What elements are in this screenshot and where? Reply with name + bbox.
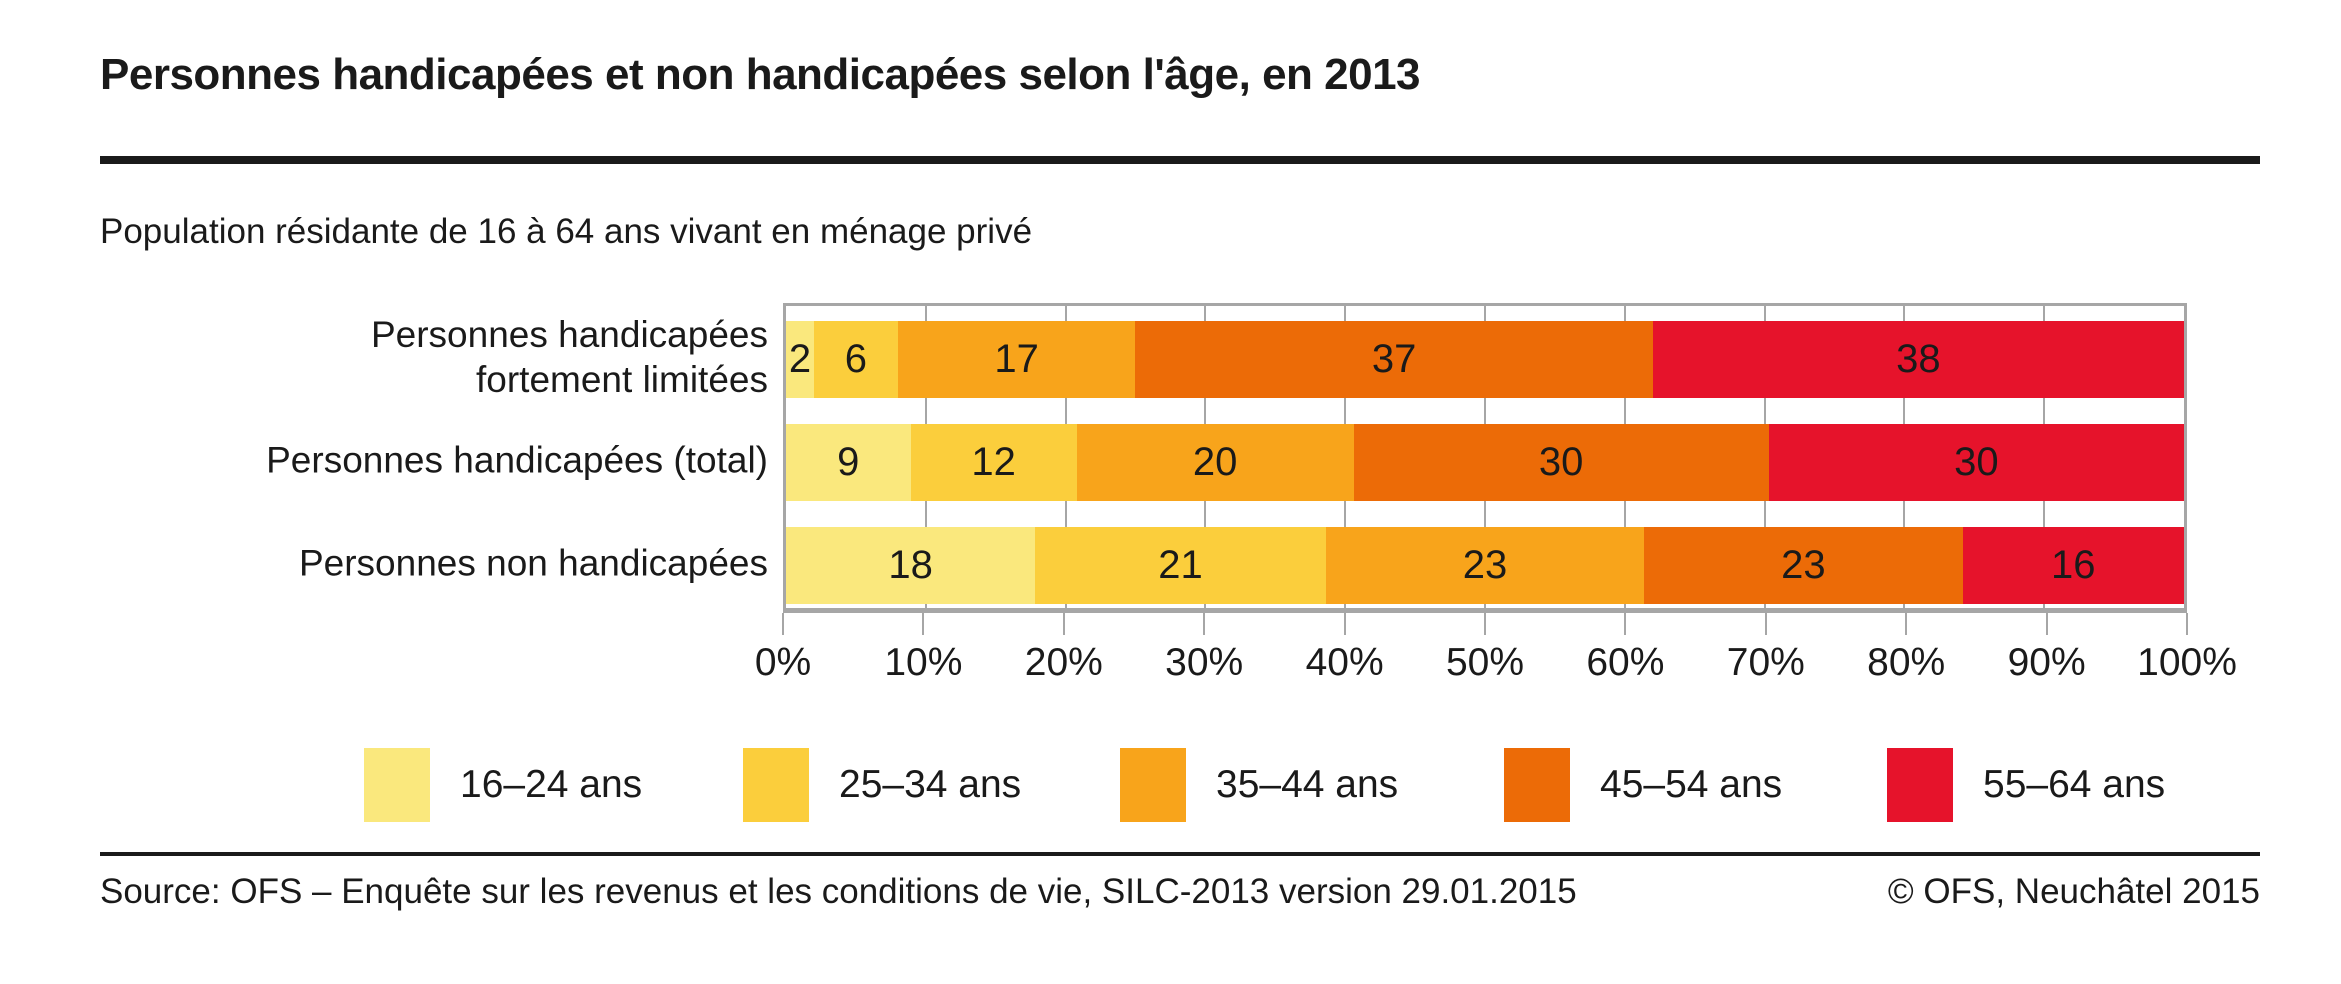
legend-label: 35–44 ans [1216, 763, 1399, 806]
bar-segment: 20 [1076, 424, 1354, 501]
bar-segment: 30 [1768, 424, 2184, 501]
x-axis-label: 90% [2007, 641, 2086, 684]
bar-segment: 30 [1353, 424, 1769, 501]
page-title: Personnes handicapées et non handicapées… [100, 50, 1421, 99]
copyright-note: © OFS, Neuchâtel 2015 [1887, 872, 2260, 911]
x-axis-label: 50% [1445, 641, 1525, 684]
segment-value-label: 2 [788, 337, 812, 381]
segment-value-label: 30 [1954, 440, 1999, 484]
x-axis-label: 100% [2137, 641, 2237, 684]
axis-tick [782, 613, 784, 635]
axis-tick [1764, 613, 1767, 635]
bar-segment: 6 [813, 321, 898, 398]
segment-value-label: 21 [1158, 543, 1203, 587]
bar-segment: 17 [897, 321, 1136, 398]
bar-row: 2 6 17 37 38 [786, 321, 2184, 398]
legend-color-swatch [364, 748, 430, 822]
x-axis-label: 40% [1305, 641, 1384, 684]
segment-value-label: 16 [2051, 543, 2096, 587]
bar-row: 18 21 23 23 16 [786, 527, 2185, 604]
segment-value-label: 20 [1192, 440, 1238, 484]
bar-segment: 23 [1325, 527, 1645, 604]
segment-value-label: 6 [844, 337, 868, 381]
segment-value-label: 17 [994, 337, 1039, 381]
legend-color-swatch [1504, 748, 1570, 822]
legend-label: 55–64 ans [1983, 763, 2166, 806]
axis-tick [1343, 613, 1346, 635]
segment-value-label: 30 [1538, 440, 1584, 484]
segment-value-label: 12 [971, 440, 1016, 484]
legend-item: 16–24 ans [364, 748, 642, 822]
segment-value-label: 23 [1462, 543, 1508, 587]
axis-tick [1484, 613, 1486, 635]
plot-area: 2 6 17 37 38 9 12 20 30 30 18 21 23 23 16 [783, 303, 2187, 613]
legend-label: 16–24 ans [460, 763, 643, 806]
x-axis-label: 20% [1024, 641, 1103, 684]
bar-segment: 38 [1652, 321, 2184, 398]
category-label: Personnes handicapées fortement limitées [370, 313, 768, 400]
legend-color-swatch [743, 748, 809, 822]
bar-segment: 9 [786, 424, 911, 501]
title-divider [100, 156, 2260, 164]
bar-segment: 37 [1135, 321, 1653, 398]
legend-item: 55–64 ans [1887, 748, 2165, 822]
source-note: Source: OFS – Enquête sur les revenus et… [100, 872, 1577, 911]
bar-segment: 2 [786, 321, 814, 398]
legend-color-swatch [1120, 748, 1186, 822]
x-axis-label: 80% [1867, 641, 1946, 684]
legend-color-swatch [1887, 748, 1953, 822]
axis-tick [2045, 613, 2048, 635]
x-axis-label: 60% [1586, 641, 1665, 684]
bar-row: 9 12 20 30 30 [786, 424, 2184, 501]
axis-tick [922, 613, 925, 635]
x-axis-label: 70% [1726, 641, 1805, 684]
segment-value-label: 23 [1781, 543, 1826, 587]
category-label: Personnes non handicapées [298, 542, 768, 583]
bar-segment: 21 [1035, 527, 1326, 604]
footer-divider [100, 852, 2260, 856]
x-axis-label: 10% [884, 641, 963, 684]
bar-segment: 23 [1644, 527, 1963, 604]
axis-tick [1062, 613, 1065, 635]
axis-tick [1905, 613, 1908, 635]
bar-segment: 18 [786, 527, 1036, 604]
bar-segment: 12 [910, 424, 1077, 501]
legend-label: 45–54 ans [1600, 763, 1783, 806]
bar-segment: 16 [1962, 527, 2185, 604]
legend-item: 45–54 ans [1504, 748, 1782, 822]
legend-label: 25–34 ans [839, 763, 1022, 806]
axis-tick [1203, 613, 1206, 635]
axis-tick [1624, 613, 1627, 635]
segment-value-label: 18 [888, 543, 933, 587]
category-label: Personnes handicapées (total) [266, 439, 768, 480]
segment-value-label: 37 [1371, 337, 1417, 381]
axis-tick [2186, 613, 2188, 635]
x-axis-label: 30% [1165, 641, 1244, 684]
legend-item: 25–34 ans [743, 748, 1021, 822]
legend-item: 35–44 ans [1120, 748, 1398, 822]
x-axis-label: 0% [754, 641, 812, 684]
segment-value-label: 38 [1896, 337, 1941, 381]
chart-subtitle: Population résidante de 16 à 64 ans viva… [100, 212, 1033, 251]
segment-value-label: 9 [837, 440, 860, 484]
